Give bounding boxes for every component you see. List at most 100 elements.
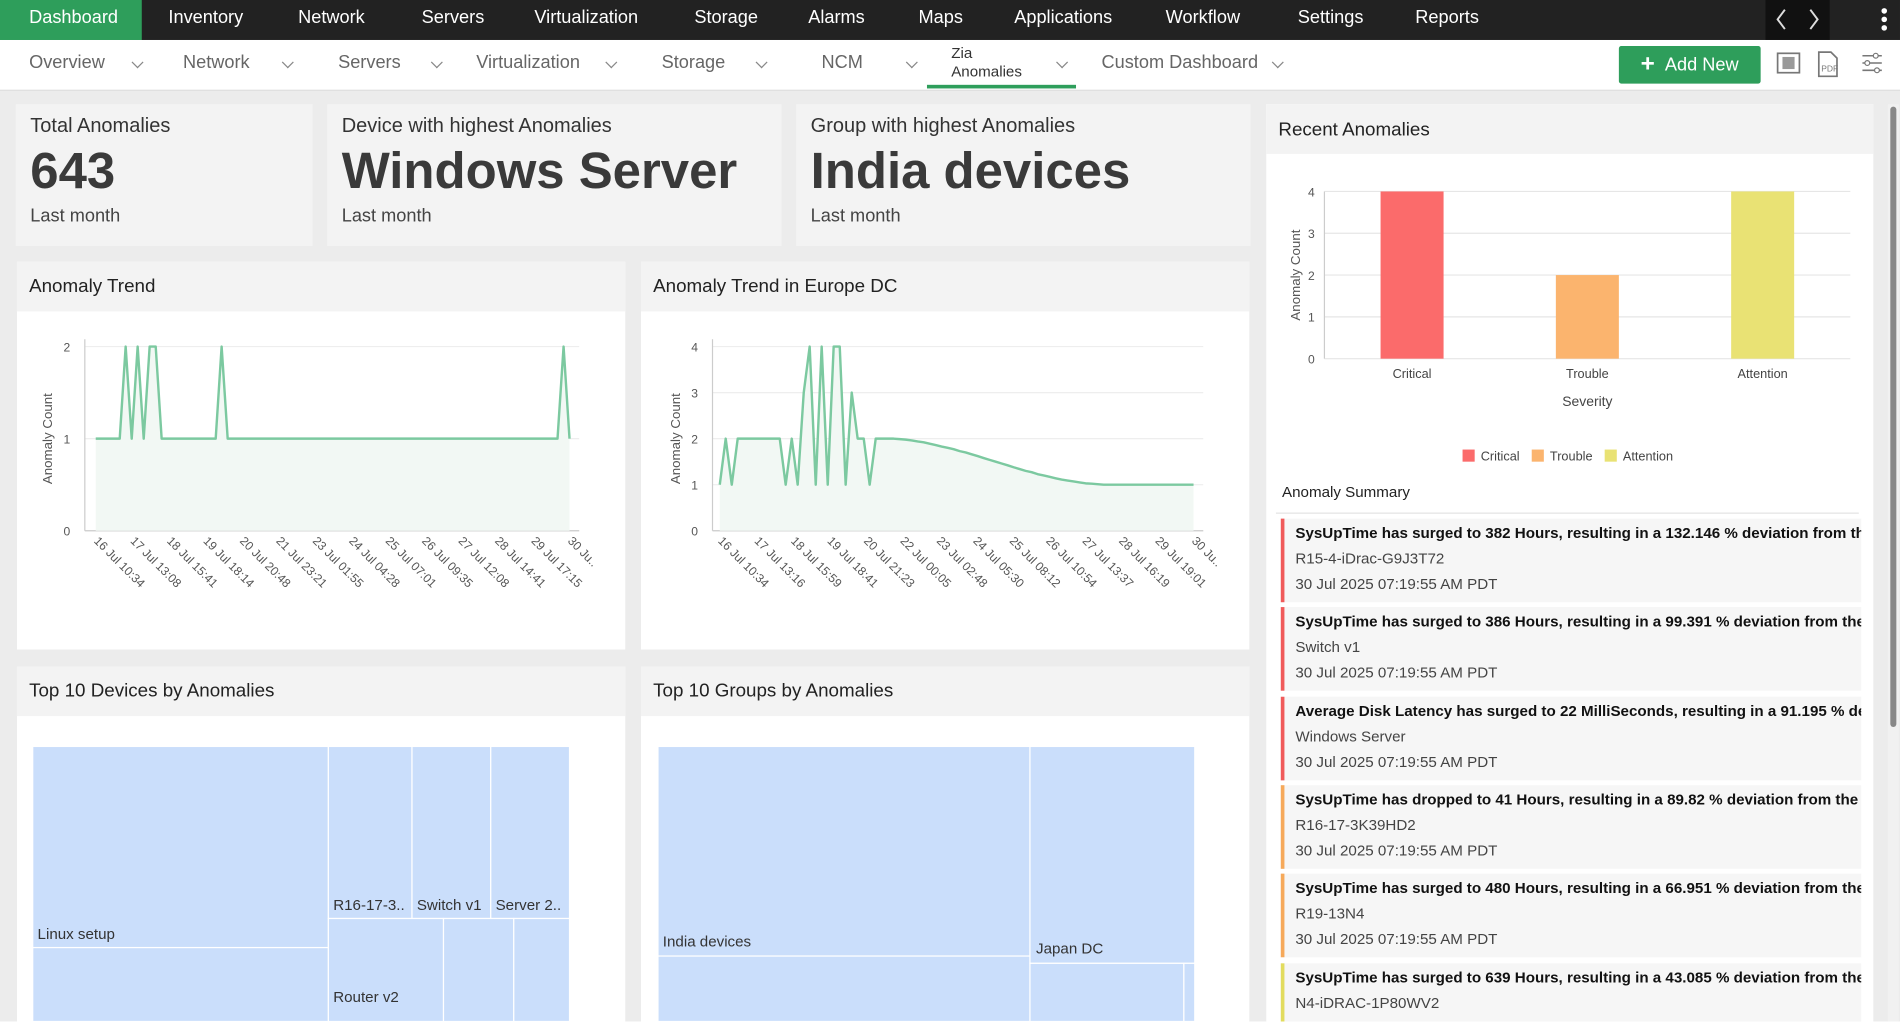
sub-tab[interactable]: Overview (29, 52, 105, 73)
x-axis-label: Severity (1562, 393, 1612, 409)
nav-arrows[interactable] (1765, 0, 1830, 40)
panel-title: Top 10 Groups by Anomalies (653, 680, 894, 702)
y-tick-label: 0 (691, 525, 698, 539)
kpi-period: Last month (341, 205, 432, 227)
anomaly-text: Average Disk Latency has surged to 22 Mi… (1295, 702, 1862, 720)
anomaly-time: 30 Jul 2025 07:19:55 AM PDT (1295, 1020, 1497, 1022)
treemap-cell (32, 946, 329, 1022)
kpi-card: Device with highest Anomalies Windows Ser… (327, 104, 782, 246)
scroll-thumb[interactable] (1890, 106, 1897, 728)
anomaly-text: SysUpTime has surged to 386 Hours, resul… (1295, 613, 1862, 631)
treemap-cell (411, 745, 492, 920)
x-tick-label: Trouble (1566, 366, 1609, 381)
anomaly-time: 30 Jul 2025 07:19:55 AM PDT (1295, 842, 1498, 859)
anomaly-time: 30 Jul 2025 07:19:55 AM PDT (1295, 753, 1498, 771)
treemap-label: Router v2 (333, 989, 399, 1006)
treemap-cell (657, 955, 1031, 1022)
kpi-period: Last month (810, 205, 901, 227)
anomaly-device: R15-4-iDrac-G9J3T72 (1295, 550, 1445, 568)
bar (1555, 275, 1619, 359)
tab-chevron[interactable] (430, 56, 443, 69)
nav-item[interactable]: Alarms (808, 7, 865, 28)
svg-text:PDF: PDF (1821, 63, 1838, 73)
legend-label: Trouble (1550, 448, 1593, 463)
tab-chevron[interactable] (605, 56, 618, 69)
nav-item[interactable]: Network (298, 7, 365, 28)
bar-chart: 0 1 2 3 4 Anomaly Count Critical Trouble Attenti… (1288, 185, 1851, 463)
nav-item[interactable]: Storage (694, 7, 758, 28)
sub-tab[interactable]: Zia Anomalies (951, 44, 1022, 80)
nav-item[interactable]: Servers (421, 7, 485, 28)
nav-item[interactable]: Inventory (168, 7, 244, 28)
bar (1731, 191, 1795, 359)
anomaly-item[interactable]: SysUpTime has surged to 382 Hours, resul… (1280, 518, 1862, 603)
panel-header: Top 10 Devices by Anomalies (16, 666, 626, 717)
anomaly-device: R16-17-3K39HD2 (1295, 816, 1416, 834)
y-tick-label: 4 (1308, 185, 1315, 199)
treemap-panel: Top 10 Devices by Anomalies Linux setup R1… (16, 666, 626, 1022)
y-tick-label: 1 (64, 432, 71, 446)
anomaly-item[interactable]: SysUpTime has surged to 386 Hours, resul… (1280, 607, 1862, 692)
y-axis-label: Anomaly Count (1288, 229, 1303, 320)
tab-chevron[interactable] (281, 56, 294, 69)
nav-item[interactable]: Settings (1297, 7, 1364, 28)
nav-item[interactable]: Maps (918, 7, 963, 28)
kpi-title: Total Anomalies (30, 115, 171, 137)
panel-header: Top 10 Groups by Anomalies (641, 666, 1250, 717)
scrollbar[interactable] (1887, 104, 1899, 1022)
anomaly-item[interactable]: SysUpTime has surged to 480 Hours, resul… (1280, 873, 1862, 958)
treemap: Linux setup R16-17-3.. Switch v1 Server 2..… (32, 745, 571, 1022)
anomaly-item[interactable]: Average Disk Latency has surged to 22 Mi… (1280, 696, 1862, 780)
anomaly-item[interactable]: SysUpTime has dropped to 41 Hours, resul… (1280, 785, 1862, 869)
sub-tab[interactable]: Virtualization (476, 52, 580, 73)
add-new-button[interactable]: + Add New (1618, 46, 1761, 84)
y-axis-label: Anomaly Count (40, 393, 55, 484)
tab-chevron[interactable] (131, 56, 144, 69)
panel-title: Anomaly Trend (29, 276, 156, 297)
treemap-label: Switch v1 (417, 897, 482, 914)
treemap-cell (1029, 745, 1196, 964)
kpi-value: Windows Server (341, 141, 738, 199)
legend-swatch (1462, 449, 1475, 462)
anomaly-device: N4-iDRAC-1P80WV2 (1295, 994, 1440, 1012)
kpi-value: 643 (30, 141, 116, 199)
tab-chevron[interactable] (755, 56, 768, 69)
treemap-label: Japan DC (1036, 941, 1103, 958)
tab-chevron[interactable] (1056, 56, 1069, 69)
area-fill (719, 346, 1194, 531)
anomaly-item[interactable]: SysUpTime has surged to 639 Hours, resul… (1280, 962, 1862, 1022)
active-nav-bg (0, 0, 142, 40)
sub-tab[interactable]: Storage (661, 52, 726, 73)
sub-tab[interactable]: Network (182, 52, 250, 73)
treemap-cell (442, 917, 515, 1022)
toolbar-icons[interactable]: PDF (1773, 48, 1894, 80)
anomaly-text: SysUpTime has surged to 480 Hours, resul… (1295, 879, 1862, 897)
nav-item[interactable]: Virtualization (534, 7, 639, 28)
menu-dots[interactable] (1876, 5, 1893, 37)
top-nav: Dashboard Inventory Network Servers Virtuali… (0, 0, 1900, 40)
treemap-cell (657, 745, 1031, 957)
anomaly-text: SysUpTime has dropped to 41 Hours, resul… (1295, 791, 1862, 809)
tab-chevron[interactable] (905, 56, 918, 69)
treemap-panel: Top 10 Groups by Anomalies India devices J… (641, 666, 1250, 1022)
sub-tab[interactable]: Servers (338, 52, 401, 73)
nav-item[interactable]: Reports (1415, 7, 1479, 28)
y-tick-label: 0 (64, 525, 71, 539)
kpi-value: India devices (810, 141, 1131, 199)
treemap-cell (1029, 962, 1185, 1022)
nav-item[interactable]: Workflow (1165, 7, 1241, 28)
nav-item[interactable]: Applications (1014, 7, 1113, 28)
treemap-label: Linux setup (38, 926, 115, 943)
sub-tab[interactable]: NCM (821, 52, 863, 73)
x-tick-label: Attention (1738, 366, 1788, 381)
legend-label: Critical (1481, 448, 1520, 463)
anomaly-device: Windows Server (1295, 727, 1406, 745)
y-tick-label: 2 (64, 340, 71, 354)
x-tick-label: Critical (1393, 366, 1432, 381)
legend-swatch (1531, 449, 1544, 462)
sub-tab[interactable]: Custom Dashboard (1101, 52, 1259, 73)
tab-chevron[interactable] (1271, 56, 1284, 69)
nav-item[interactable]: Dashboard (29, 7, 119, 28)
y-tick-label: 1 (1308, 311, 1315, 325)
